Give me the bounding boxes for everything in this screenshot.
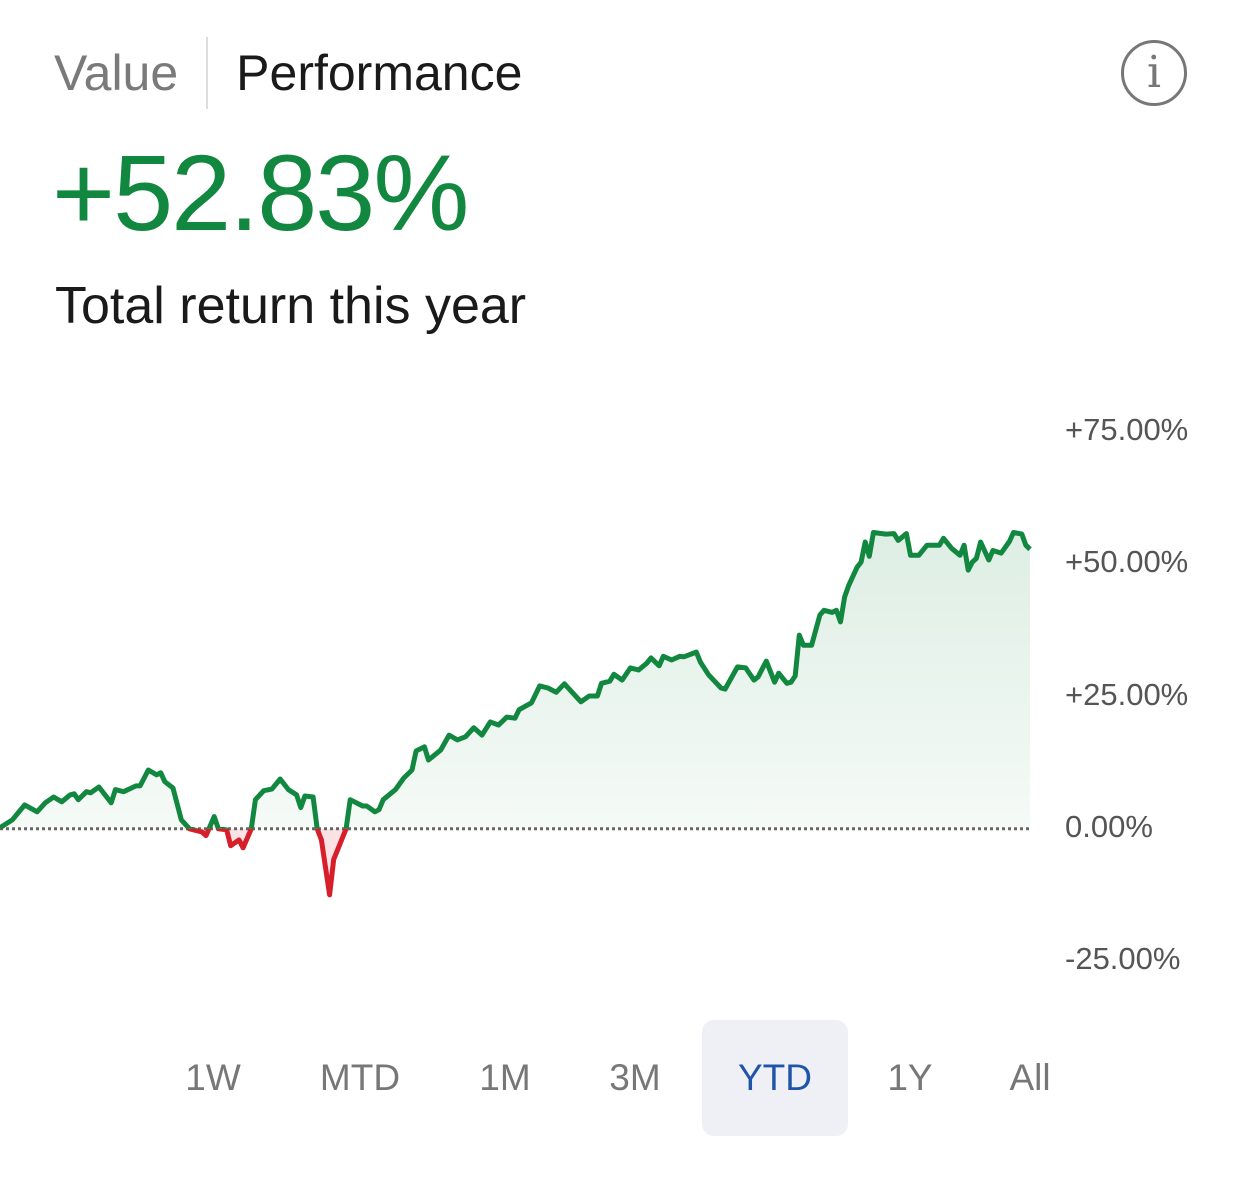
performance-line-negative (0, 828, 349, 898)
range-1y[interactable]: 1Y (887, 1057, 933, 1098)
range-3m[interactable]: 3M (609, 1057, 661, 1098)
range-1w[interactable]: 1W (185, 1057, 241, 1098)
y-tick-label: +75.00% (1065, 412, 1189, 447)
range-1m[interactable]: 1M (479, 1057, 531, 1098)
y-tick-label: 0.00% (1065, 808, 1153, 844)
view-tabs: Value Performance (54, 37, 523, 109)
tab-performance[interactable]: Performance (236, 45, 523, 101)
positive-area-fill (0, 532, 1030, 829)
range-selector: 1W MTD 1M 3M YTD 1Y All (0, 1020, 1240, 1136)
range-all[interactable]: All (1009, 1057, 1051, 1098)
y-tick-label: +50.00% (1065, 544, 1189, 580)
total-return-caption: Total return this year (55, 277, 527, 335)
info-icon[interactable]: i (1121, 40, 1187, 106)
range-ytd[interactable]: YTD (702, 1020, 848, 1136)
range-mtd[interactable]: MTD (319, 1057, 401, 1098)
tab-value[interactable]: Value (54, 45, 179, 101)
y-tick-label: +25.00% (1065, 676, 1189, 712)
tab-divider (206, 37, 209, 109)
performance-line-positive (0, 530, 1032, 829)
y-tick-label: -25.00% (1065, 941, 1181, 976)
total-return-value: +52.83% (52, 132, 469, 253)
performance-chart[interactable] (0, 0, 1240, 1010)
